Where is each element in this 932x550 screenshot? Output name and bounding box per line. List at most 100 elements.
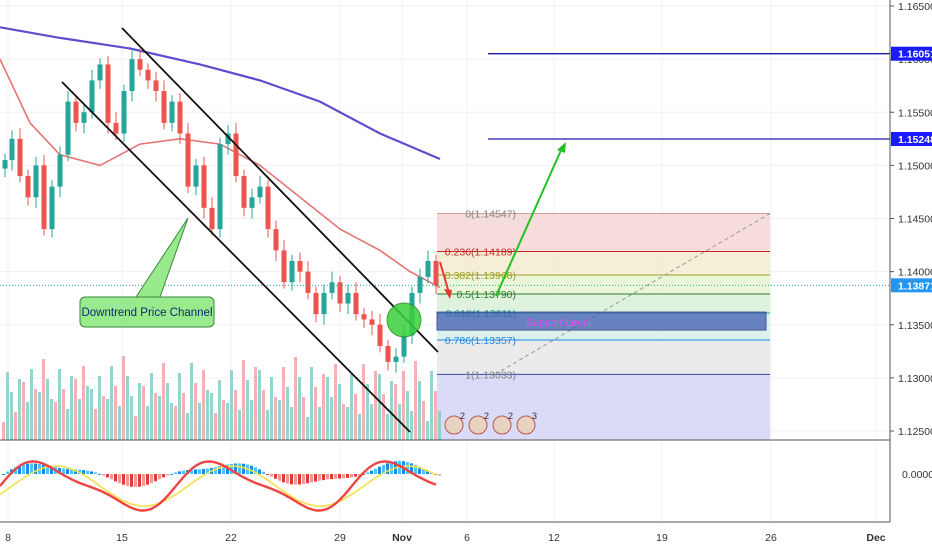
channel-upper-line <box>121 27 439 353</box>
price-label-last-price <box>891 278 932 293</box>
macd-histogram-bar <box>234 463 237 474</box>
candle-body <box>305 271 311 293</box>
candle-body <box>281 250 287 283</box>
volume-bar <box>202 370 205 440</box>
volume-bar <box>54 402 57 440</box>
volume-bar <box>214 413 217 440</box>
volume-bar <box>290 407 293 440</box>
volume-bar <box>270 377 273 440</box>
drawings[interactable]: Downtrend Price Channel Support Level 2 2 2 3 <box>0 27 890 435</box>
volume-bar <box>306 417 309 440</box>
fib-label: 1(1.13033) <box>465 369 516 381</box>
volume-bar <box>186 413 189 440</box>
volume-bar <box>42 359 45 440</box>
volume-bar <box>158 396 161 440</box>
macd-histogram-bar <box>302 474 305 485</box>
volume-bar <box>286 387 289 440</box>
candle-body <box>73 101 79 123</box>
macd-histogram-bar <box>278 474 281 481</box>
macd-histogram-bar <box>378 466 381 474</box>
macd-histogram-bar <box>22 464 25 474</box>
fib-band <box>437 275 770 294</box>
candle-body <box>65 101 71 155</box>
macd-histogram-bar <box>334 474 337 479</box>
macd-histogram-bar <box>50 466 53 474</box>
candle-body <box>113 122 119 134</box>
volume-bar <box>414 361 417 440</box>
macd-histogram-bar <box>102 474 105 476</box>
time-tick-label: 15 <box>116 532 128 544</box>
volume-bar <box>334 364 337 440</box>
candle-body <box>337 282 343 304</box>
candle-body <box>49 186 55 230</box>
candle-body <box>369 319 375 325</box>
volume-bar <box>126 376 129 440</box>
macd-histogram-bar <box>410 463 413 474</box>
volume-bar <box>434 391 437 440</box>
macd-histogram-bar <box>18 465 21 474</box>
macd-histogram-bar <box>270 474 273 477</box>
volume-bar <box>210 393 213 440</box>
volume-bar <box>90 389 93 440</box>
macd-histogram-bar <box>138 474 141 487</box>
volume-bar <box>318 407 321 440</box>
macd-histogram-bar <box>126 474 129 486</box>
time-tick-label: 22 <box>225 532 237 544</box>
volume-bar <box>94 409 97 440</box>
fib-label: 0.786(1.13357) <box>445 335 516 347</box>
volume-bar <box>30 369 33 440</box>
macd-histogram-bar <box>342 474 345 479</box>
volume-bar <box>338 384 341 440</box>
candle-body <box>137 59 143 70</box>
macd-histogram-bar <box>306 474 309 484</box>
event-count: 3 <box>532 411 537 421</box>
candle-body <box>89 80 95 113</box>
candle-body <box>129 59 135 91</box>
candle-body <box>433 261 439 286</box>
candle-body <box>145 69 151 81</box>
volume-bars <box>2 356 441 440</box>
event-marker <box>516 415 536 435</box>
price-tick-label: 1.13000 <box>898 373 932 385</box>
macd-histogram-bar <box>150 474 153 484</box>
candle-body <box>425 261 431 277</box>
volume-bar <box>110 366 113 440</box>
macd-histogram-bar <box>346 474 349 478</box>
volume-bar <box>294 357 297 440</box>
candle-body <box>33 165 39 198</box>
macd-histogram-bar <box>198 469 201 474</box>
macd-histogram-bar <box>182 470 185 474</box>
macd-histogram-bar <box>266 474 269 475</box>
event-count: 2 <box>484 411 489 421</box>
volume-bar <box>182 393 185 440</box>
price-tick-label: 1.12500 <box>898 426 932 438</box>
volume-bar <box>390 381 393 440</box>
volume-bar <box>178 373 181 440</box>
candle-body <box>329 282 335 293</box>
volume-bar <box>154 393 157 440</box>
macd-histogram-bar <box>326 474 329 480</box>
red-arrow-head <box>444 289 452 299</box>
macd-histogram-bar <box>130 474 133 487</box>
macd-histogram-bar <box>194 469 197 474</box>
breakout-circle <box>386 302 422 338</box>
candle-body <box>97 64 103 81</box>
macd-histogram-bar <box>90 471 93 474</box>
volume-bar <box>266 410 269 440</box>
candle-body <box>225 133 231 145</box>
macd-histogram-bar <box>162 474 165 478</box>
price-label-text: 1.15248 <box>898 134 932 146</box>
volume-bar <box>106 399 109 440</box>
event-marker <box>468 415 488 435</box>
volume-bar <box>278 400 281 440</box>
macd-histogram-bar <box>42 464 45 474</box>
candle-body <box>233 133 239 176</box>
macd-histogram-bar <box>82 470 85 474</box>
volume-bar <box>342 404 345 440</box>
macd-histogram-bar <box>222 465 225 474</box>
fibonacci-retracement[interactable]: 0(1.14547) 0.236(1.14189) 0.382(1.13968) 0.… <box>437 209 771 440</box>
macd-histogram-bar <box>114 474 117 482</box>
candle-body <box>57 154 63 187</box>
macd-histogram-bar <box>30 463 33 474</box>
